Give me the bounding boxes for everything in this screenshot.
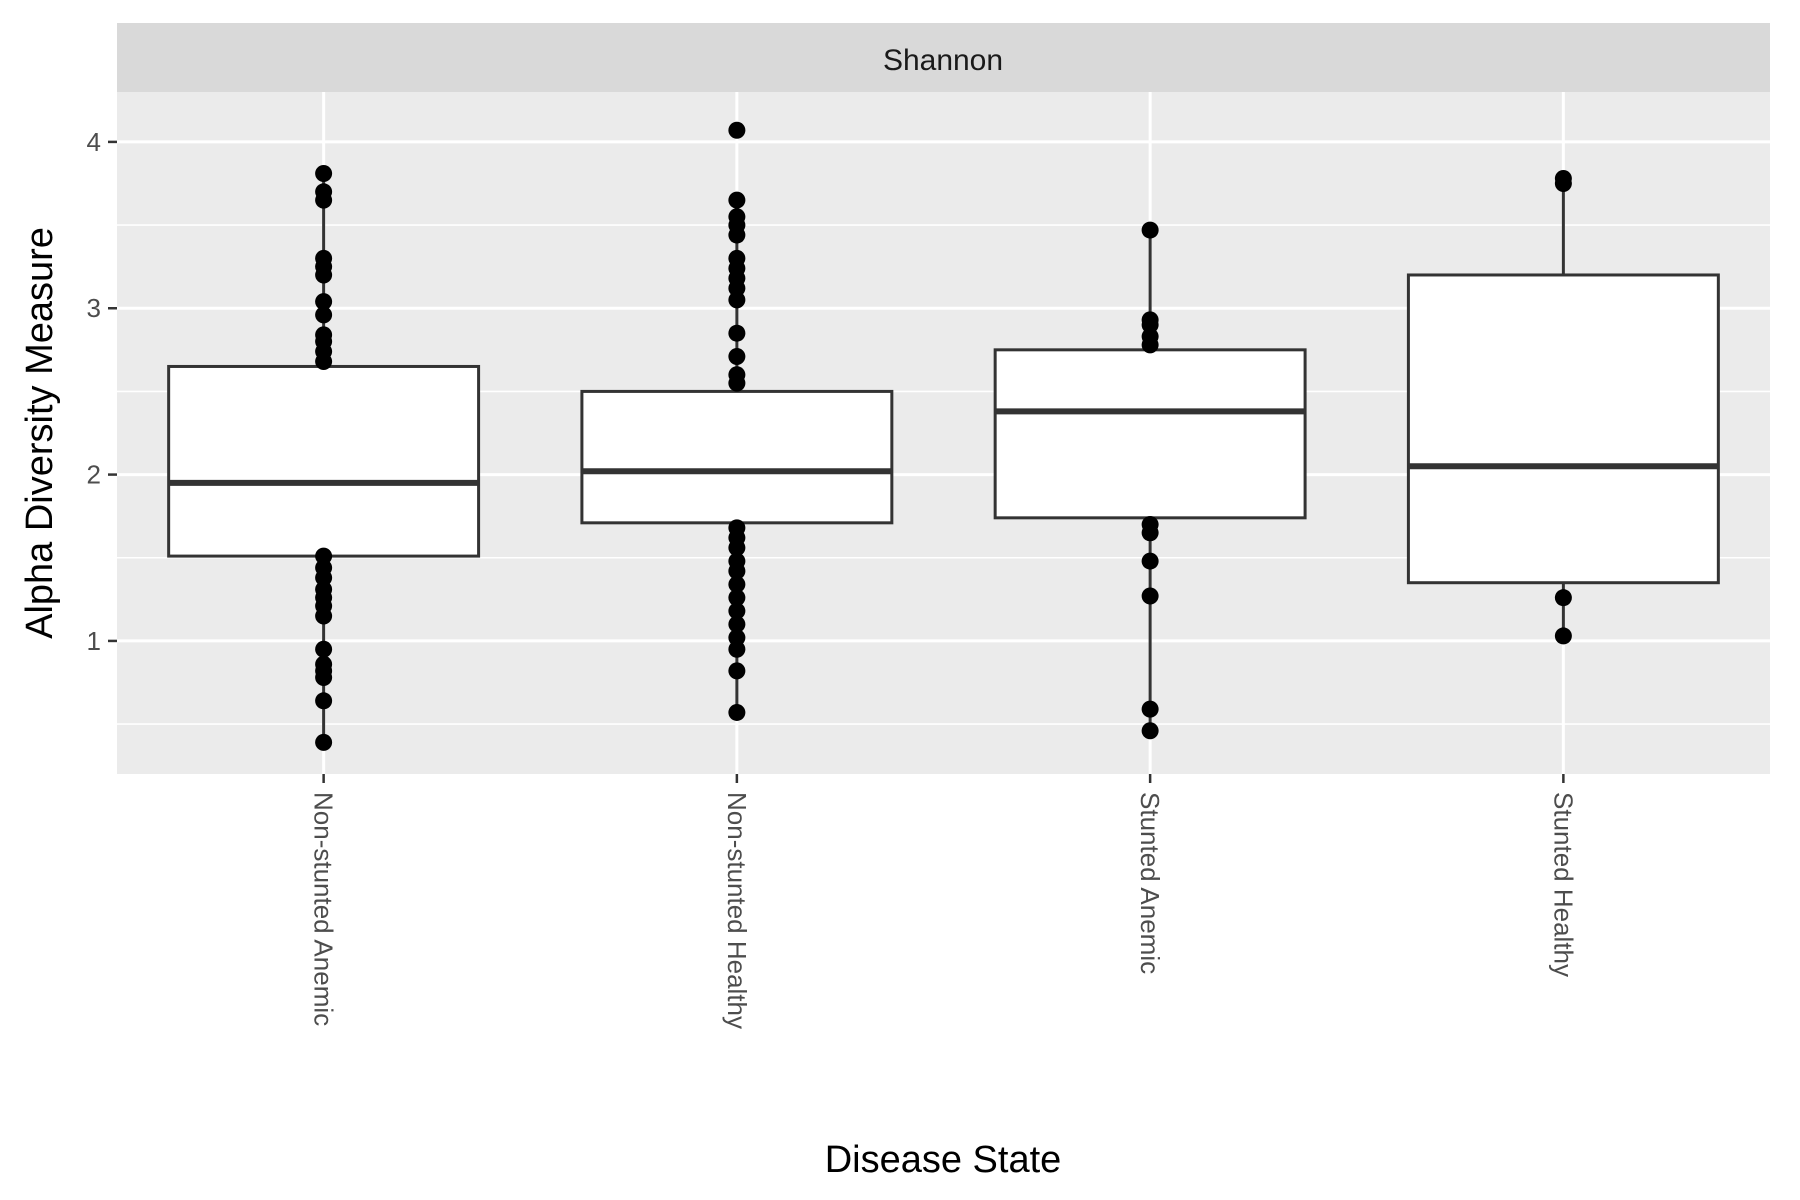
data-point (1141, 587, 1159, 605)
data-point (728, 519, 746, 537)
data-point (315, 559, 333, 577)
y-axis-title: Alpha Diversity Measure (19, 227, 61, 639)
data-point (315, 293, 333, 311)
x-tick-label: Non-stunted Healthy (722, 792, 752, 1029)
data-point (728, 589, 746, 607)
data-point (315, 249, 333, 267)
data-point (728, 575, 746, 593)
y-tick-label: 2 (87, 460, 101, 490)
data-point (728, 191, 746, 209)
data-point (1141, 552, 1159, 570)
data-point (1141, 515, 1159, 533)
data-point (1141, 328, 1159, 346)
y-tick-label: 4 (87, 127, 101, 157)
data-point (315, 640, 333, 658)
y-tick-label: 3 (87, 293, 101, 323)
data-point (315, 547, 333, 565)
data-point (728, 249, 746, 267)
axes: 1 2 3 4 Non-stunted Anemic Non-stunted Health… (87, 127, 1579, 1029)
data-point (728, 662, 746, 680)
x-tick-label: Non-stunted Anemic (309, 792, 339, 1026)
box-iqr (1406, 273, 1720, 585)
data-point (728, 366, 746, 384)
data-point (728, 347, 746, 365)
data-point (728, 291, 746, 309)
data-point (315, 733, 333, 751)
facet-strip-label: Shannon (883, 44, 1003, 77)
data-point (728, 324, 746, 342)
data-point (315, 692, 333, 710)
box-iqr (167, 364, 481, 558)
data-point (315, 165, 333, 183)
data-point (728, 615, 746, 633)
data-point (728, 552, 746, 570)
y-tick-label: 1 (87, 626, 101, 656)
box-non-stunted-anemic (167, 173, 481, 743)
data-point (1554, 589, 1572, 607)
data-point (315, 306, 333, 324)
x-tick-label: Stunted Healthy (1548, 792, 1578, 977)
data-point (1141, 700, 1159, 718)
data-point (728, 121, 746, 139)
data-point (728, 640, 746, 658)
data-point (728, 629, 746, 647)
x-axis-title: Disease State (825, 1139, 1062, 1181)
data-point (728, 208, 746, 226)
data-points (315, 121, 1572, 751)
data-point (728, 703, 746, 721)
data-point (1141, 221, 1159, 239)
data-point (1554, 169, 1572, 187)
data-point (1141, 722, 1159, 740)
box-stunted-healthy (1406, 178, 1720, 636)
data-point (1141, 311, 1159, 329)
data-point (315, 183, 333, 201)
box-iqr (580, 389, 894, 525)
data-point (1554, 627, 1572, 645)
data-point (728, 602, 746, 620)
data-point (315, 655, 333, 673)
data-point (315, 326, 333, 344)
data-point (315, 580, 333, 598)
facet-strip (117, 23, 1770, 92)
box-non-stunted-healthy (580, 200, 894, 713)
box-iqr (993, 348, 1307, 520)
x-tick-label: Stunted Anemic (1135, 792, 1165, 974)
